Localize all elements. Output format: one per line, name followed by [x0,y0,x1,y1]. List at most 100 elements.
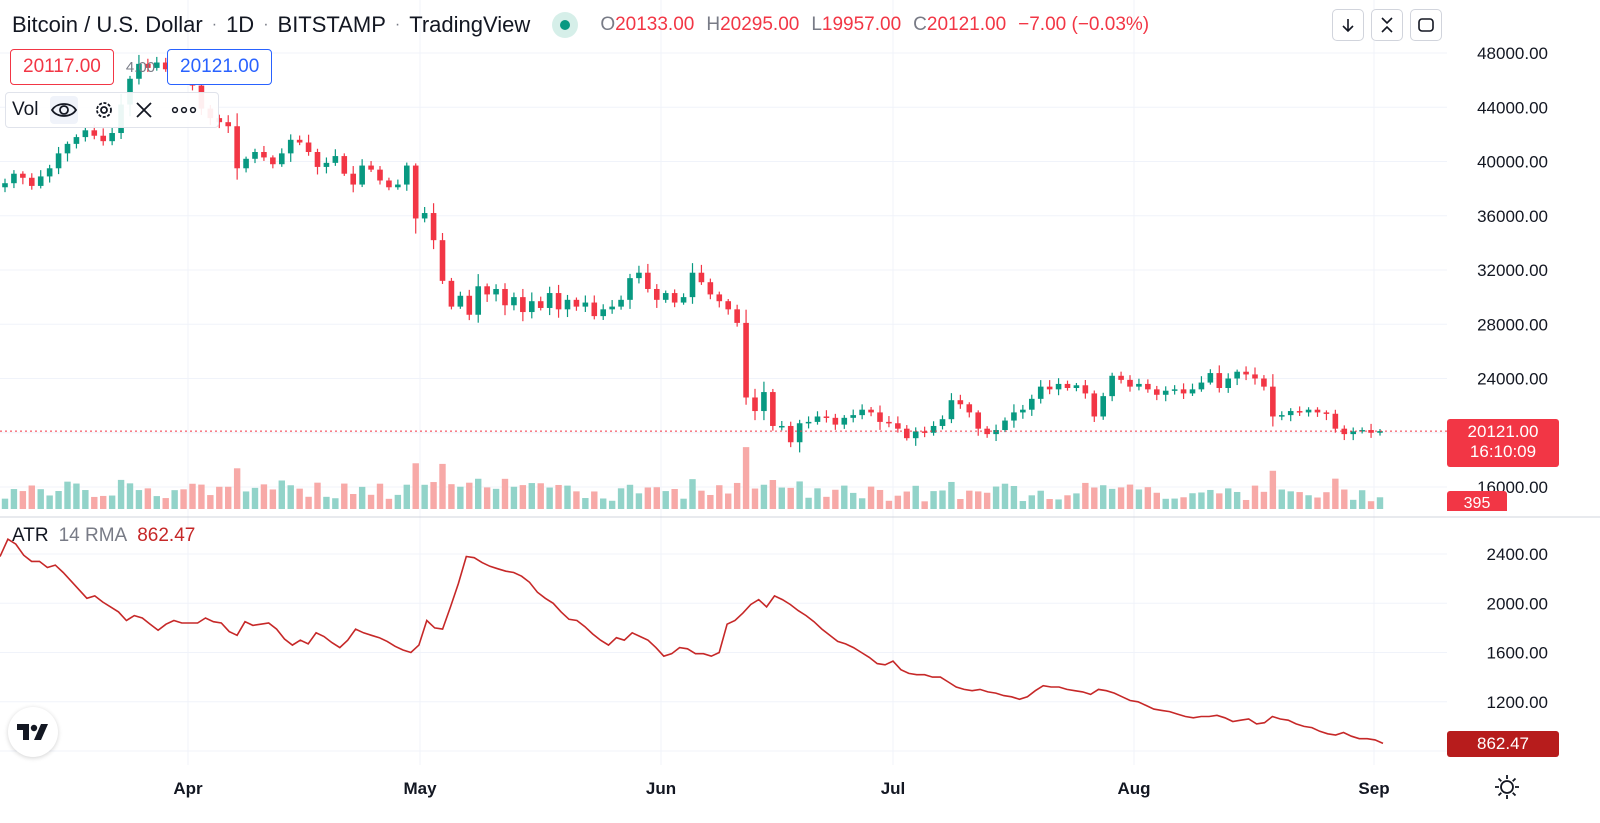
volume-bar [1216,493,1223,509]
volume-bar [1260,491,1268,509]
atr-series-line [0,538,1384,745]
candle-body [37,176,44,186]
interval[interactable]: 1D [226,12,255,37]
volume-bar [1296,492,1303,509]
candle-body [296,139,303,143]
price-tick-label: 48000.00 [1477,44,1548,63]
volume-bar [305,496,312,509]
price-tick-label: 36000.00 [1477,207,1548,226]
last-price-tag: 20121.00 16:10:09 [1447,419,1559,467]
candle-body [966,404,973,413]
volume-bar [992,486,1000,509]
candle-body [645,272,651,289]
close-icon[interactable] [130,96,158,124]
tradingview-logo-icon [17,724,48,740]
data-source: TradingView [409,12,531,37]
collapse-pane-button[interactable] [1371,9,1403,41]
candle-body [270,157,276,165]
volume-bar [1100,485,1107,509]
open-value: 20133.00 [615,14,695,35]
volume-bar [742,447,750,509]
candle-body [11,173,17,184]
candle-body [153,62,160,68]
volume-bar [1153,492,1160,509]
move-pane-down-button[interactable] [1332,9,1364,41]
atr-legend[interactable]: ATR 14 RMA 862.47 [12,525,195,547]
candle-body [537,301,544,308]
candle-body [1028,398,1035,410]
tradingview-logo[interactable] [8,707,58,757]
volume-bar [350,494,357,509]
candle-body [1100,396,1107,417]
volume-bar [591,491,598,509]
candle-body [350,173,357,185]
candle-body [91,130,98,136]
market-status-icon[interactable] [552,12,579,38]
volume-bar [823,496,830,509]
arrow-down-icon [1342,19,1354,33]
candle-body [930,425,937,433]
volume-bar [332,498,339,509]
candle-body [439,240,446,281]
time-tick-label: Sep [1358,779,1389,798]
candle-body [734,309,740,323]
high-label: H [706,14,721,35]
volume-bar [135,490,143,509]
candle-body [993,430,999,435]
candle-body [1243,371,1249,375]
maximize-icon [1418,18,1434,32]
candle-body [627,278,633,300]
sell-price-button[interactable]: 20117.00 [10,49,114,85]
atr-tick-label: 2400.00 [1487,545,1548,564]
candle-body [332,156,339,163]
candle-body [216,118,223,123]
volume-bars [1,447,1384,509]
price-axis[interactable]: 16000.0020000.0024000.0028000.0032000.00… [1477,44,1548,497]
candle-body [127,78,133,105]
volume-bar [939,490,946,509]
volume-bar [725,493,732,509]
time-axis[interactable]: Apr May Jun Jul Aug Sep [173,779,1389,798]
volume-bar [1323,492,1330,509]
chart-settings-button[interactable] [1492,772,1522,802]
volume-bar [492,488,500,509]
candle-body [1153,389,1160,395]
candle-body [895,423,901,429]
low-label: L [811,14,822,35]
volume-bar [930,491,937,509]
volume-bar [100,495,107,509]
volume-bar [1055,499,1062,509]
candle-body [28,177,35,186]
candle-body [261,152,267,158]
volume-bar [1144,487,1152,509]
maximize-pane-button[interactable] [1410,9,1442,41]
volume-bar [394,494,402,509]
quote-panel: 20117.00 4.00 20121.00 [10,49,273,85]
candle-body [814,416,821,422]
volume-bar [1305,495,1312,509]
volume-bar [1171,498,1178,509]
eye-icon[interactable] [50,96,79,124]
volume-bar [805,497,812,509]
candle-body [1350,431,1357,435]
candle-body [1198,382,1205,390]
candle-body [1225,378,1232,388]
candle-body [1234,371,1240,379]
symbol-name[interactable]: Bitcoin / U.S. Dollar [12,12,203,37]
candle-body [520,297,526,313]
volume-bar [1287,491,1294,509]
more-icon[interactable] [170,96,198,124]
volume-bar [644,487,652,509]
volume-bar [1358,490,1366,509]
volume-bar [751,488,759,509]
buy-price-button[interactable]: 20121.00 [167,49,273,85]
gear-icon[interactable] [90,96,118,124]
volume-legend: Vol [5,92,219,128]
candle-body [1020,409,1026,413]
volume-bar [1091,487,1098,509]
atr-tick-label: 1600.00 [1487,644,1548,663]
candle-body [368,165,374,170]
price-tick-label: 28000.00 [1477,315,1548,334]
